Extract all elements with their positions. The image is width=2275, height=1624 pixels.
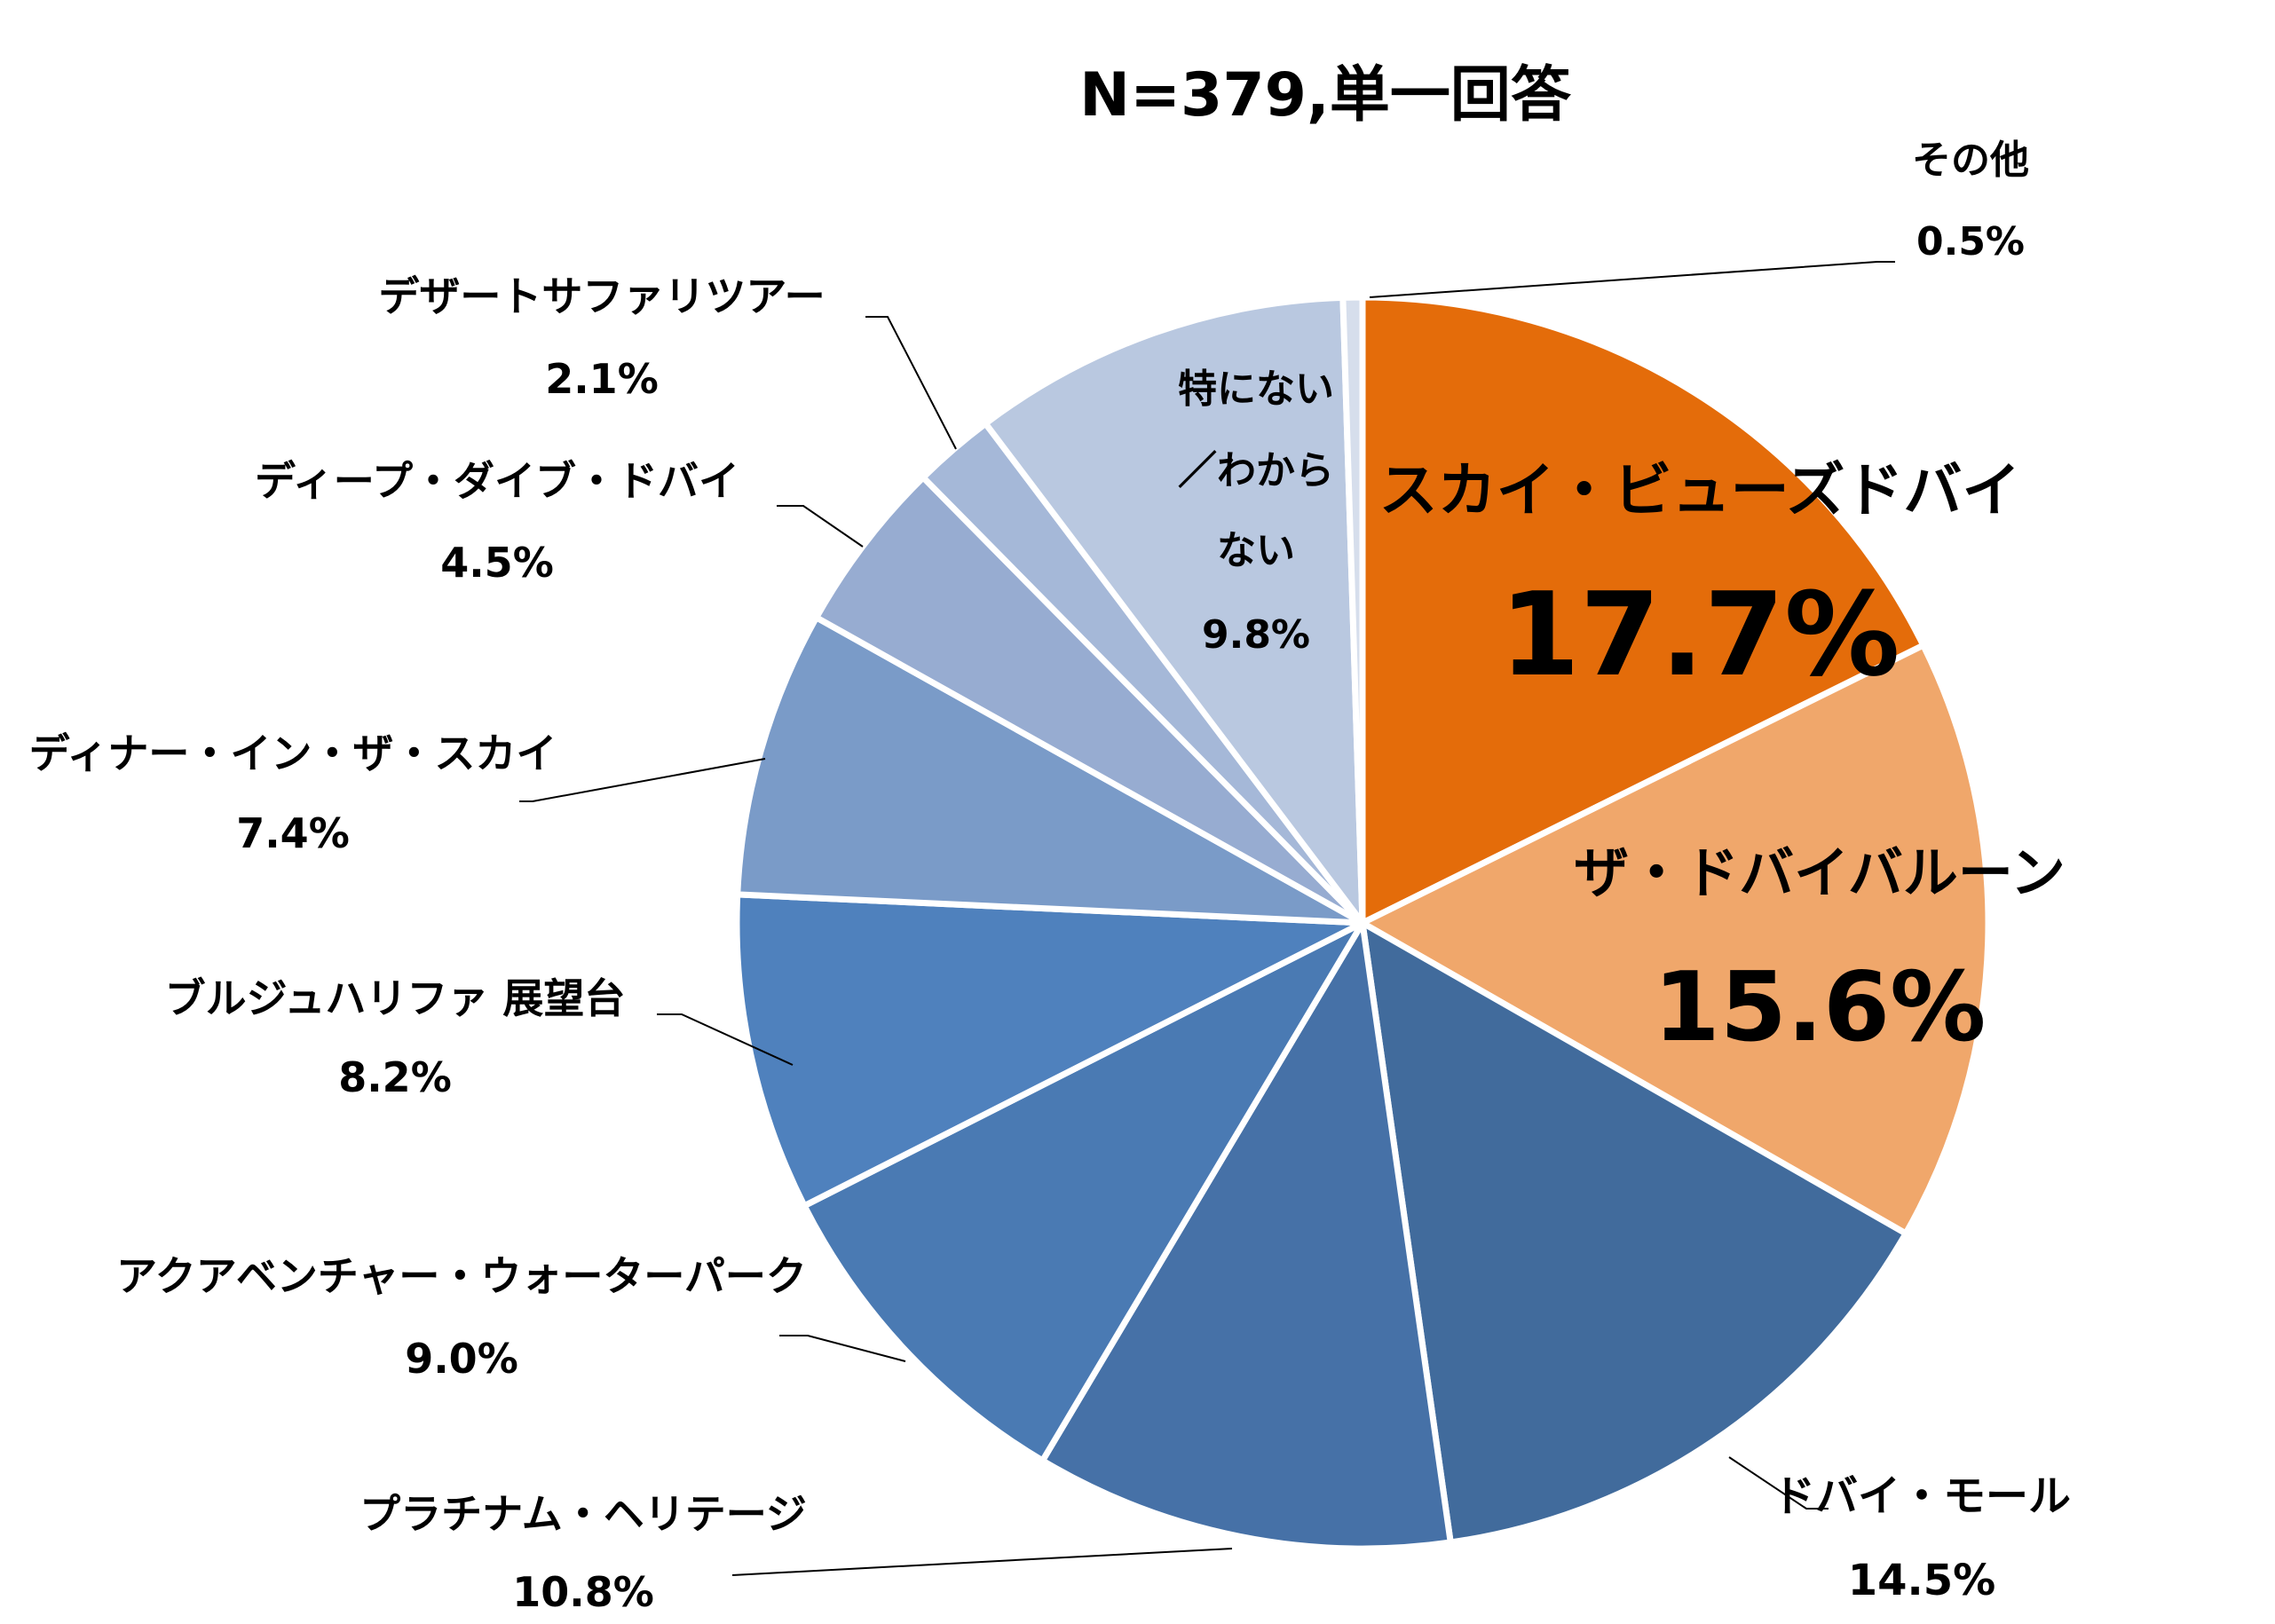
slice-value-3: 14.5% bbox=[1848, 1556, 1996, 1605]
slice-labels: スカイ・ビューズドバイ 17.7% ザ・ドバイバルーン 15.6% ドバイ・モール 14.… bbox=[29, 138, 2071, 1616]
leader-line-5 bbox=[779, 1335, 906, 1362]
leader-line-11 bbox=[1369, 261, 1895, 298]
slice-2 bbox=[1359, 642, 1992, 1237]
slice-value-2: 15.6% bbox=[1654, 952, 1987, 1063]
slice-label-6: ブルジュハリファ 展望台 bbox=[165, 974, 626, 1022]
slice-5 bbox=[801, 919, 1366, 1464]
slice-value-10: 9.8% bbox=[1202, 612, 1310, 658]
slice-value-11: 0.5% bbox=[1916, 219, 2025, 264]
leader-line-9 bbox=[865, 316, 957, 450]
slice-value-1: 17.7% bbox=[1499, 567, 1900, 702]
slice-10 bbox=[982, 294, 1366, 926]
slice-3 bbox=[1359, 919, 1909, 1546]
slice-label-2: ザ・ドバイバルーン bbox=[1574, 840, 2066, 905]
slice-label-5: アクアベンチャー・ウォーターパーク bbox=[116, 1252, 807, 1300]
slice-4 bbox=[1039, 919, 1454, 1552]
pie-slices bbox=[733, 294, 1992, 1552]
slice-8 bbox=[813, 474, 1366, 926]
leader-line-8 bbox=[777, 505, 864, 548]
slice-label-8: ディープ・ダイブ・ドバイ bbox=[255, 457, 739, 505]
slice-7 bbox=[734, 614, 1366, 926]
slice-label-4: プラチナム・ヘリテージ bbox=[359, 1490, 807, 1538]
slice-value-9: 2.1% bbox=[545, 355, 659, 403]
slice-value-4: 10.8% bbox=[512, 1568, 654, 1616]
slice-11 bbox=[1339, 294, 1366, 926]
slice-label-11: その他 bbox=[1912, 138, 2029, 183]
slice-label-3: ドバイ・モール bbox=[1773, 1471, 2071, 1521]
leader-line-6 bbox=[657, 1013, 794, 1066]
slice-label-10: ない bbox=[1217, 528, 1295, 573]
leader-line-7 bbox=[519, 758, 766, 802]
leader-line-3 bbox=[1728, 1456, 1829, 1510]
slice-6 bbox=[733, 891, 1366, 1210]
slice-label-9: デザートサファリツアー bbox=[378, 272, 825, 320]
leader-line-4 bbox=[731, 1548, 1233, 1576]
slice-label-10: ／わから bbox=[1178, 448, 1334, 493]
slice-label-1: スカイ・ビューズドバイ bbox=[1379, 456, 2021, 524]
chart-title: N=379,単一回答 bbox=[1079, 60, 1572, 130]
slice-value-7: 7.4% bbox=[236, 809, 350, 857]
slice-1 bbox=[1359, 294, 1927, 926]
slice-label-10: 特にない bbox=[1178, 367, 1334, 412]
leader-lines bbox=[519, 261, 1895, 1576]
slice-value-6: 8.2% bbox=[338, 1053, 452, 1101]
slice-value-5: 9.0% bbox=[405, 1335, 518, 1383]
slice-value-8: 4.5% bbox=[440, 539, 554, 587]
slice-label-7: ディナー・イン・ザ・スカイ bbox=[29, 729, 557, 777]
